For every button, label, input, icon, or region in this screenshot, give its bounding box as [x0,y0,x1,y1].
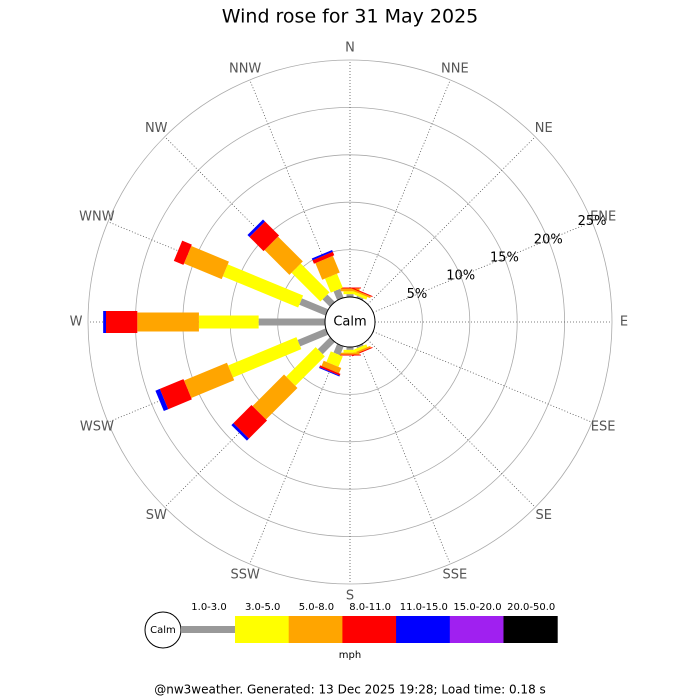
bar-segment [233,404,268,439]
legend-label: 20.0-50.0 [507,602,555,613]
bar-segment [198,315,259,329]
bar-segment [319,367,340,377]
bar-segment [343,291,357,295]
spoke [367,339,536,508]
legend-swatch [396,616,451,643]
r-tick-label: 15% [490,251,519,266]
bar-segment [258,318,325,326]
spoke [367,136,536,305]
legend-swatch [342,616,397,643]
legend-unit: mph [339,650,361,661]
r-tick-label: 10% [446,269,475,284]
bar-segment [247,219,266,238]
bar-segment [315,255,340,280]
spoke [249,344,341,565]
bar-segment [222,264,304,308]
legend-label: 11.0-15.0 [400,602,448,613]
direction-label: S [346,589,354,604]
legend-swatch [503,616,558,643]
legend-label: 8.0-11.0 [349,602,391,613]
direction-label: SSE [442,568,467,583]
bar-segment [291,263,330,302]
bar-segment [333,343,344,356]
bar-segment [137,312,199,332]
bar-segment [184,245,229,280]
legend-label: 1.0-3.0 [191,602,226,613]
chart-title: Wind rose for 31 May 2025 [222,6,479,28]
bar-segment [184,362,235,399]
legend-swatch [288,616,343,643]
direction-label: NNE [441,61,469,76]
bar-segment [322,294,335,307]
legend-label: 3.0-5.0 [245,602,280,613]
bar-segment [354,344,368,352]
bar-segment [159,379,192,410]
bar-segment [106,311,138,333]
r-tick-label: 5% [407,287,428,302]
legend-label: 15.0-20.0 [453,602,501,613]
bar-segment [352,345,371,355]
bar-segment [299,298,329,316]
bar-segment [351,287,373,297]
bar-segment [352,289,371,299]
grid-ring [87,59,613,585]
direction-label: NNW [229,61,261,76]
bar-segment [228,337,302,378]
direction-label: NW [145,121,168,136]
direction-label: SE [536,508,552,523]
bar-segment [286,347,325,386]
bar-segment [155,388,169,412]
bar-segment [252,374,298,420]
r-tick-label: 25% [578,214,607,229]
calm-circle [324,296,376,348]
bar-segment [340,352,360,355]
legend-swatch [235,616,290,643]
bar-segment [343,349,357,353]
bar-segment [249,221,280,252]
direction-label: E [620,315,628,330]
bar-segment [321,360,342,374]
legend-swatch [181,626,235,633]
bar-segment [311,250,333,261]
direction-label: WNW [79,210,115,225]
bar-segment [297,328,329,347]
bar-segment [346,294,354,297]
legend-calm-label: Calm [150,625,176,636]
direction-label: SW [146,508,167,523]
calm-label: Calm [333,315,366,330]
bar-segment [356,343,364,349]
direction-label: NE [535,121,553,136]
bar-segment [339,287,361,289]
direction-label: ESE [591,419,616,434]
bar-segment [231,423,249,441]
spoke [372,331,593,423]
direction-label: N [345,41,355,56]
r-tick-label: 20% [534,232,563,247]
bar-segment [354,292,368,300]
spoke [359,344,451,565]
bar-segment [103,311,107,333]
legend-swatch [449,616,504,643]
bar-segment [326,351,343,367]
bar-segment [312,251,335,264]
bar-segment [346,347,354,350]
bar-segment [264,236,303,275]
bar-segment [356,295,364,301]
footer: @nw3weather. Generated: 13 Dec 2025 19:2… [154,683,546,697]
bar-segment [319,365,341,376]
spoke [372,221,593,313]
spoke [359,79,451,300]
legend-label: 5.0-8.0 [299,602,334,613]
bar-segment [173,240,192,265]
bar-segment [324,273,343,293]
direction-label: WSW [80,419,114,434]
direction-label: W [70,315,83,330]
direction-label: SSW [230,568,260,583]
bar-segment [333,288,344,301]
bar-segment [339,354,361,356]
bar-segment [317,337,335,355]
direction-label: ENE [590,210,616,225]
